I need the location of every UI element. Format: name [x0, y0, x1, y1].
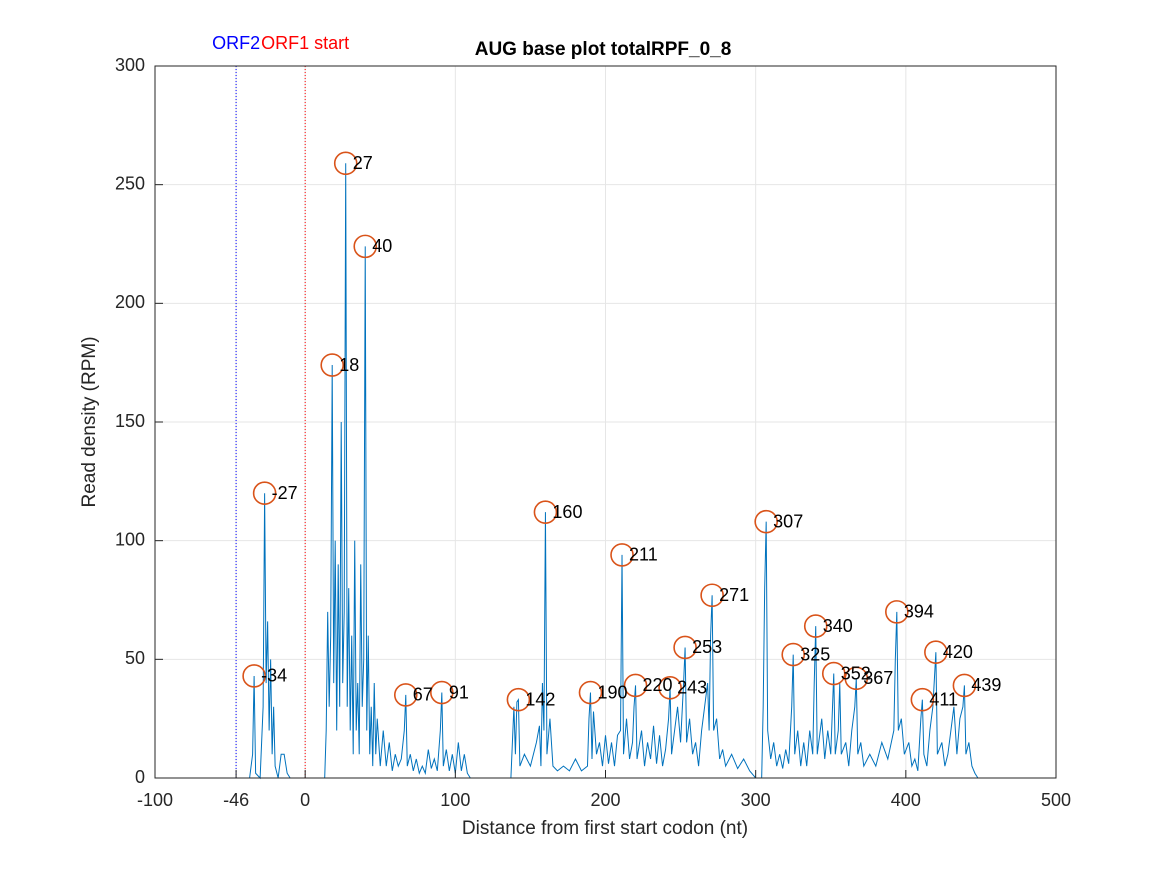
peak-label: 439: [971, 675, 1001, 695]
peak-label: 394: [904, 602, 934, 622]
peak-marker: [506, 687, 531, 712]
peak-label: 18: [339, 355, 359, 375]
x-tick-label: -46: [223, 790, 249, 810]
peak-label: 142: [525, 689, 555, 709]
x-axis-label: Distance from first start codon (nt): [462, 818, 748, 839]
peak-marker: [952, 673, 977, 698]
peak-marker: [353, 234, 378, 259]
peak-marker: [781, 642, 806, 667]
peak-label: 190: [597, 682, 627, 702]
reference-label: ORF1 start: [261, 33, 349, 53]
y-tick-label: 100: [115, 529, 145, 549]
peak-marker: [320, 353, 344, 377]
peak-label: 220: [643, 675, 673, 695]
y-axis-label: Read density (RPM): [79, 336, 100, 507]
labels: -100 -46 0 100 200 300 400 500 0 50 100 150 200 250 30…: [115, 33, 1071, 810]
peak-label: 307: [773, 511, 803, 531]
peak-label: 420: [943, 642, 973, 662]
peak-label: 160: [552, 502, 582, 522]
peak-marker: [533, 500, 558, 524]
peak-label: 340: [823, 616, 853, 636]
peak-marker: [924, 640, 948, 665]
y-tick-label: 0: [135, 767, 145, 787]
peak-marker: [885, 600, 909, 624]
peak-marker: [700, 583, 724, 608]
peak-marker: [658, 676, 682, 700]
plot: [155, 66, 1056, 780]
peak-label: -27: [272, 483, 298, 503]
peak-label: 352: [841, 663, 871, 683]
y-tick-label: 150: [115, 411, 145, 431]
x-tick-label: 400: [891, 790, 921, 810]
peak-label: 367: [863, 668, 893, 688]
x-tick-label: 0: [300, 790, 310, 810]
x-tick-label: 100: [440, 790, 470, 810]
x-tick-label: 200: [590, 790, 620, 810]
peak-label: 91: [449, 682, 469, 702]
peak-marker: [821, 661, 846, 686]
peak-label: -34: [261, 666, 287, 686]
peak-marker: [333, 151, 358, 176]
x-tick-label: -100: [137, 790, 173, 810]
peak-marker: [754, 509, 778, 534]
peak-marker: [910, 687, 935, 712]
y-tick-label: 200: [115, 292, 145, 312]
peak-marker: [578, 680, 603, 705]
peak-marker: [610, 543, 634, 567]
peak-marker: [430, 680, 454, 705]
peak-label: 27: [353, 153, 373, 173]
peak-marker: [252, 481, 277, 506]
data-line: [155, 163, 1056, 780]
peak-label: 211: [629, 545, 658, 565]
peak-label: 243: [677, 678, 707, 698]
peak-marker: [844, 666, 869, 691]
x-tick-label: 500: [1041, 790, 1071, 810]
y-tick-label: 300: [115, 55, 145, 75]
peak-marker: [673, 635, 697, 660]
x-tick-label: 300: [741, 790, 771, 810]
peak-marker: [803, 614, 828, 638]
peak-marker: [623, 673, 648, 698]
peak-label: 253: [692, 637, 722, 657]
y-tick-label: 50: [125, 648, 145, 668]
peak-marker: [393, 683, 418, 707]
peak-label: 40: [372, 236, 392, 256]
chart-title: AUG base plot totalRPF_0_8: [475, 39, 732, 60]
peak-marker: [242, 664, 266, 688]
peak-label: 411: [929, 689, 958, 709]
peak-label: 325: [800, 644, 830, 664]
peak-label: 67: [413, 685, 433, 705]
reference-label: ORF2: [212, 33, 260, 53]
y-tick-label: 250: [115, 173, 145, 193]
peak-label: 271: [719, 585, 749, 605]
